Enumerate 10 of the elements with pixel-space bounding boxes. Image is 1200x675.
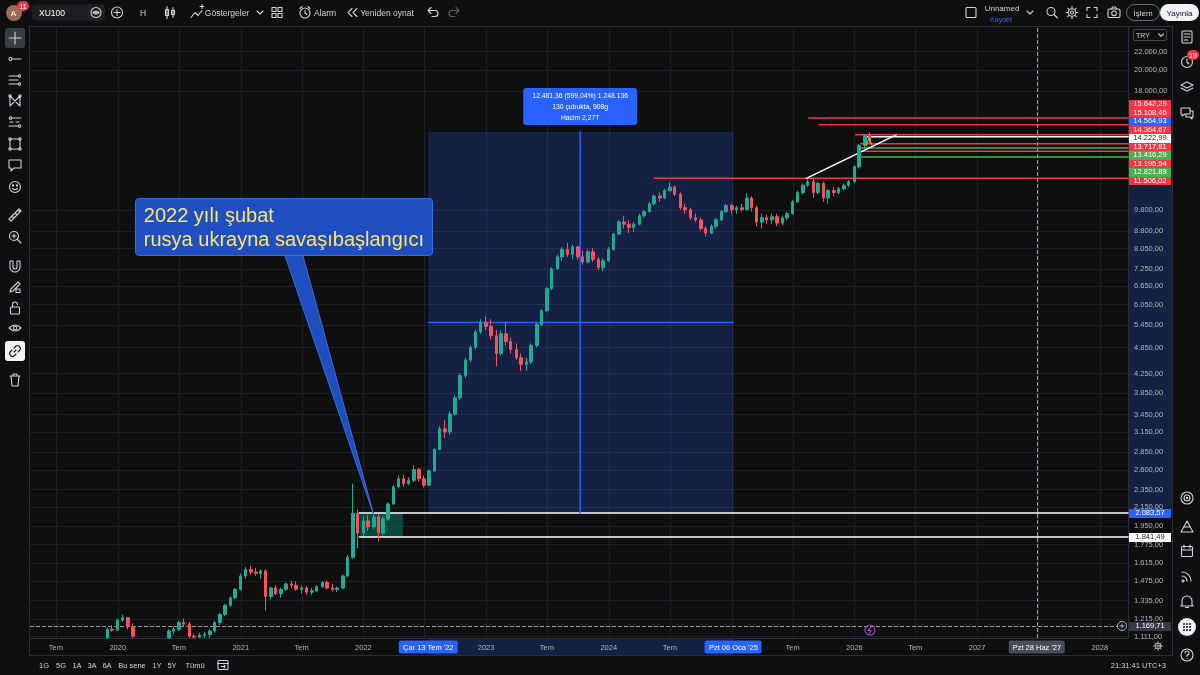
text: H bbox=[139, 7, 147, 18]
text: Yeniden oynat bbox=[360, 7, 414, 18]
text: Göstergeler bbox=[204, 7, 250, 18]
chart-title: XU100 bbox=[39, 7, 65, 18]
text: Yayınla bbox=[1166, 8, 1193, 17]
text: Alarm bbox=[313, 7, 337, 18]
text: İşlem bbox=[1133, 8, 1153, 17]
annotation: 2022 yılı şubat rusya ukrayna savaşıbaşlangıcı bbox=[134, 198, 433, 257]
text: A bbox=[10, 8, 17, 17]
text: Unnamed bbox=[984, 3, 1020, 13]
